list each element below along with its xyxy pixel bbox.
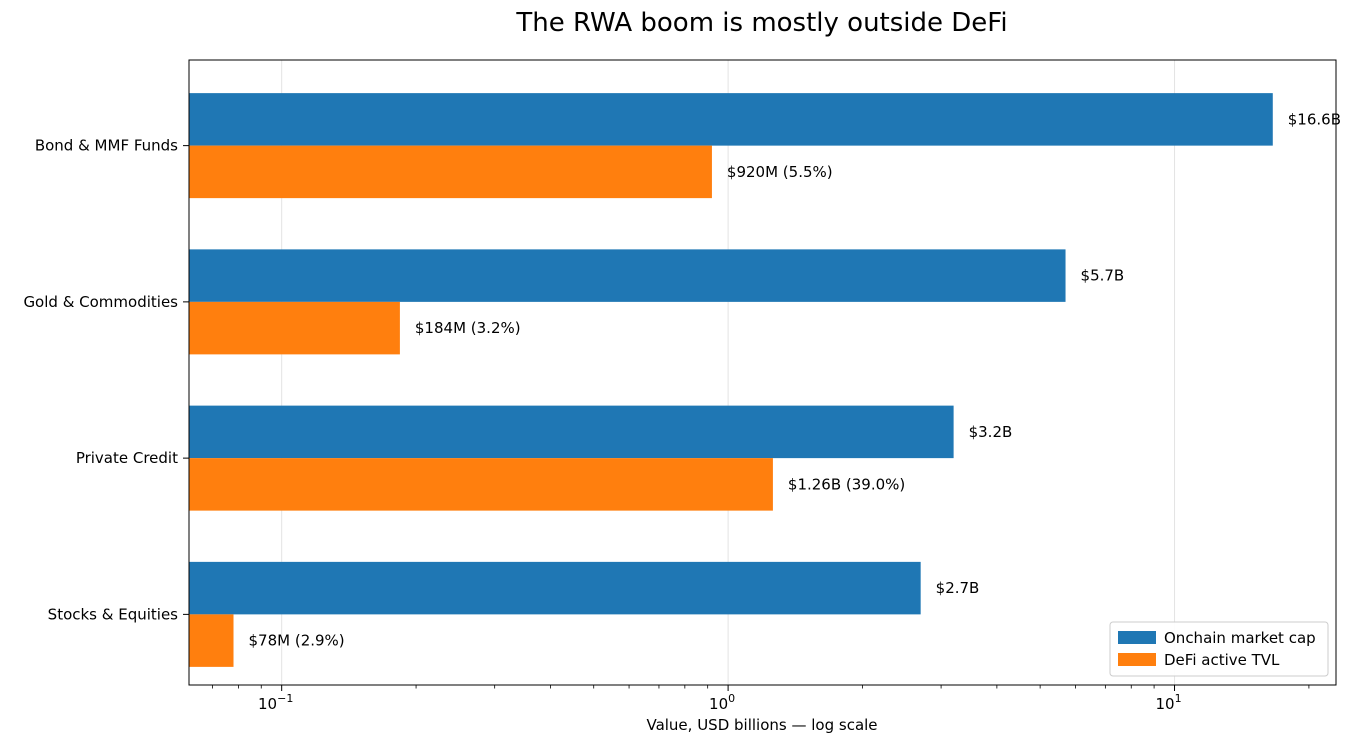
bar-value-label: $16.6B [1288, 110, 1341, 128]
legend-swatch [1118, 653, 1156, 666]
legend-box [1109, 621, 1329, 677]
bar-value-label: $1.26B (39.0%) [788, 475, 905, 493]
bar-onchain-market-cap [189, 249, 1066, 302]
tick-exponent: 1 [1175, 692, 1182, 705]
x-axis-ticks: 10−1 100 101 [212, 685, 1310, 713]
legend-swatch [1118, 631, 1156, 644]
y-axis-labels: Bond & MMF Funds Gold & Commodities Privat… [23, 137, 189, 623]
tick-base: 10 [709, 695, 728, 713]
y-category-label: Gold & Commodities [23, 293, 178, 311]
bar-value-label: $78M (2.9%) [249, 632, 345, 650]
tick-exponent: −1 [277, 692, 293, 705]
legend-label: DeFi active TVL [1164, 651, 1280, 669]
y-category-label: Bond & MMF Funds [35, 137, 178, 155]
bar-defi-active-tvl [189, 614, 234, 667]
bar-defi-active-tvl [189, 458, 773, 511]
legend-label: Onchain market cap [1164, 629, 1316, 647]
bar-labels: $16.6B $920M (5.5%) $5.7B $184M (3.2%) $3.2B… [249, 110, 1342, 649]
bar-value-label: $920M (5.5%) [727, 163, 833, 181]
bar-value-label: $3.2B [969, 423, 1013, 441]
bars [189, 93, 1273, 667]
bar-onchain-market-cap [189, 93, 1273, 146]
y-category-label: Private Credit [76, 449, 178, 467]
bar-onchain-market-cap [189, 561, 921, 615]
legend: Onchain market cap DeFi active TVL [1109, 621, 1329, 677]
x-tick-label: 10−1 [258, 692, 293, 713]
bar-defi-active-tvl [189, 301, 400, 355]
tick-base: 10 [1155, 695, 1174, 713]
bar-defi-active-tvl [189, 145, 712, 199]
tick-exponent: 0 [728, 692, 735, 705]
plot-frame [188, 59, 1337, 686]
chart-title: The RWA boom is mostly outside DeFi [515, 8, 1007, 38]
bar-value-label: $2.7B [936, 579, 980, 597]
x-tick-label: 101 [1155, 692, 1181, 713]
x-axis-label: Value, USD billions — log scale [646, 716, 877, 734]
bar-value-label: $5.7B [1081, 267, 1125, 285]
tick-base: 10 [258, 695, 277, 713]
bar-onchain-market-cap [189, 405, 954, 459]
bar-value-label: $184M (3.2%) [415, 319, 521, 337]
x-tick-label: 100 [709, 692, 735, 713]
y-category-label: Stocks & Equities [48, 605, 179, 623]
